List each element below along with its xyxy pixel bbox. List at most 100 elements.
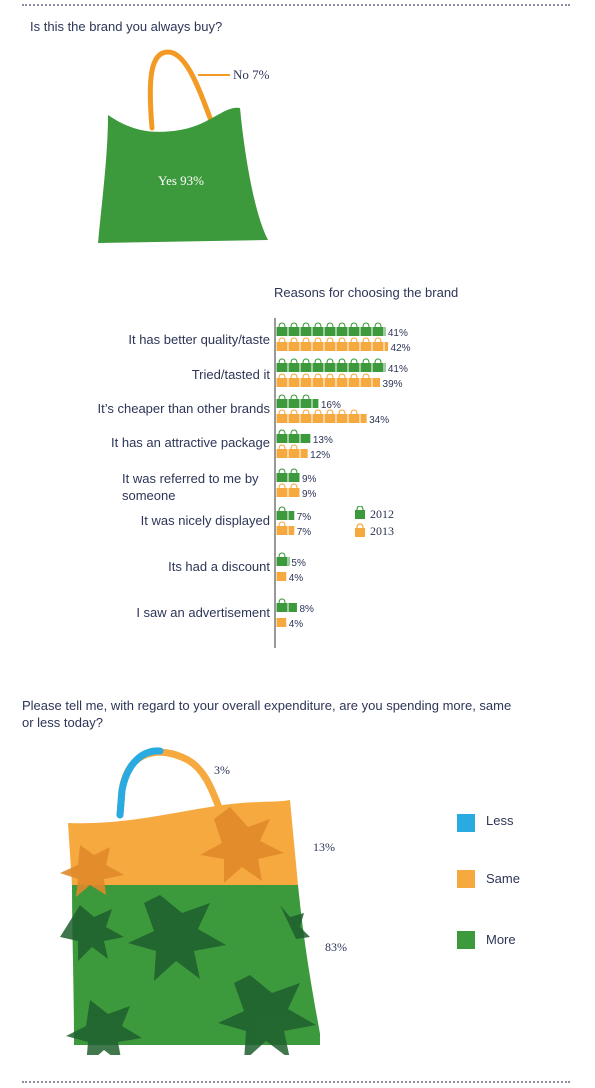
reason-label: It was referred to me by someone xyxy=(122,471,259,503)
bar-2012-bag xyxy=(288,358,300,372)
bar-value-label: 8% xyxy=(299,604,314,615)
bar-2013-bag xyxy=(312,409,324,423)
reason-label: It has an attractive package xyxy=(111,435,270,450)
reason-label: It has better quality/taste xyxy=(128,332,270,347)
bar-2013-bag xyxy=(300,337,312,351)
q2-bag-chart xyxy=(60,747,320,1055)
bar-2012-bag xyxy=(348,358,360,372)
bar-value-label: 16% xyxy=(321,400,341,411)
bar-2012-bag xyxy=(288,394,300,408)
reason-label: It was nicely displayed xyxy=(140,513,270,528)
bar-2012-bag xyxy=(276,468,288,482)
bar-2013-bag xyxy=(288,373,300,387)
bar-2012-bag xyxy=(372,358,384,372)
bar-2013-bag xyxy=(276,409,288,423)
bar-2013-bag xyxy=(312,337,324,351)
bar-2013-bag xyxy=(372,337,384,351)
q1-question: Is this the brand you always buy? xyxy=(30,19,223,34)
legend-less-swatch xyxy=(457,814,475,832)
bar-value-label: 4% xyxy=(289,573,304,584)
reasons-legend-icons xyxy=(355,506,365,537)
bar-2012-bag xyxy=(288,468,300,482)
legend-2013-label: 2013 xyxy=(370,524,394,538)
bar-value-label: 13% xyxy=(313,435,333,446)
bar-2013-bag xyxy=(360,373,372,387)
bar-2013-bag xyxy=(300,409,312,423)
bar-2012-bag xyxy=(300,394,312,408)
leaf-decor-orange xyxy=(60,807,284,897)
bar-2013-bag xyxy=(276,483,288,497)
legend-more-swatch xyxy=(457,931,475,949)
bar-2012-bag xyxy=(300,322,312,336)
bar-2012-bag xyxy=(348,322,360,336)
q2-pct-less: 3% xyxy=(214,763,230,777)
bar-value-label: 7% xyxy=(297,527,312,538)
bar-2013-bag xyxy=(324,337,336,351)
bar-2012-bag xyxy=(336,322,348,336)
bar-2012-bag xyxy=(360,358,372,372)
bar-2013-bag xyxy=(348,373,360,387)
bar-2012-bag xyxy=(372,322,384,336)
bar-value-label: 39% xyxy=(383,379,403,390)
bar-2013-bag xyxy=(312,373,324,387)
bar-2012-bag xyxy=(276,358,288,372)
bar-2013-bag xyxy=(300,373,312,387)
bar-2013-bag xyxy=(336,373,348,387)
q2-pct-same: 13% xyxy=(313,840,335,854)
bar-2013-bag xyxy=(360,337,372,351)
bar-2013-bag xyxy=(348,409,360,423)
reason-label: It’s cheaper than other brands xyxy=(97,401,271,416)
bar-2012-partial xyxy=(312,399,319,408)
bar-2013-partial xyxy=(384,342,389,351)
bar-value-label: 9% xyxy=(302,489,317,500)
q2-question-line1: Please tell me, with regard to your over… xyxy=(22,698,512,713)
bars-group: 41% 41% 16% 13% 9% 7% 5% 8% 42% 39% 34% 12% 9% 7% 4% 4% xyxy=(276,322,411,630)
q1-yes-label: Yes 93% xyxy=(158,173,204,188)
bar-2013-bag xyxy=(348,337,360,351)
q2-bag-handle-less xyxy=(116,747,164,819)
bar-2013-bag xyxy=(276,337,288,351)
bar-2012-bag xyxy=(276,322,288,336)
bar-2012-bag xyxy=(336,358,348,372)
q2-pct-more: 83% xyxy=(325,940,347,954)
bar-2012-partial xyxy=(288,603,297,612)
bar-2013-bag xyxy=(324,373,336,387)
bar-value-label: 12% xyxy=(310,450,330,461)
bar-2012-partial xyxy=(300,434,311,443)
bar-2012-partial xyxy=(384,327,386,336)
bar-2012-partial xyxy=(288,557,290,566)
bar-2012-bag xyxy=(288,429,300,443)
reason-label: Tried/tasted it xyxy=(191,367,270,382)
bar-2013-bag xyxy=(288,483,300,497)
bar-2013-partial xyxy=(276,572,287,581)
legend-same-label: Same xyxy=(486,871,520,886)
bar-2012-bag xyxy=(312,322,324,336)
legend-same-swatch xyxy=(457,870,475,888)
bar-2013-bag xyxy=(336,337,348,351)
bar-2013-partial xyxy=(300,449,308,458)
reason-label: Its had a discount xyxy=(168,559,270,574)
bottom-divider xyxy=(22,1081,570,1083)
bar-2013-bag xyxy=(288,409,300,423)
bar-2012-bag xyxy=(276,429,288,443)
bar-2013-bag xyxy=(336,409,348,423)
bar-2013-bag xyxy=(276,444,288,458)
bar-2013-bag xyxy=(324,409,336,423)
bar-value-label: 4% xyxy=(289,619,304,630)
bar-2012-bag xyxy=(324,358,336,372)
bar-value-label: 34% xyxy=(369,415,389,426)
bar-value-label: 41% xyxy=(388,364,408,375)
q1-no-label: No 7% xyxy=(233,67,270,82)
bar-2012-bag xyxy=(288,322,300,336)
q1-bag-handle-no xyxy=(147,49,213,131)
reasons-bar-chart: 41% 41% 16% 13% 9% 7% 5% 8% 42% 39% 34% 12% 9% 7% 4% 4% xyxy=(274,318,411,648)
bar-2013-partial xyxy=(372,378,381,387)
legend-more-label: More xyxy=(486,932,516,947)
bar-2013-bag xyxy=(276,373,288,387)
bar-2013-bag xyxy=(288,444,300,458)
legend-less-label: Less xyxy=(486,813,514,828)
bar-2012-bag xyxy=(312,358,324,372)
legend-2012-label: 2012 xyxy=(370,507,394,521)
q2-question-line2: or less today? xyxy=(22,715,103,730)
reasons-chart-title: Reasons for choosing the brand xyxy=(274,285,459,300)
